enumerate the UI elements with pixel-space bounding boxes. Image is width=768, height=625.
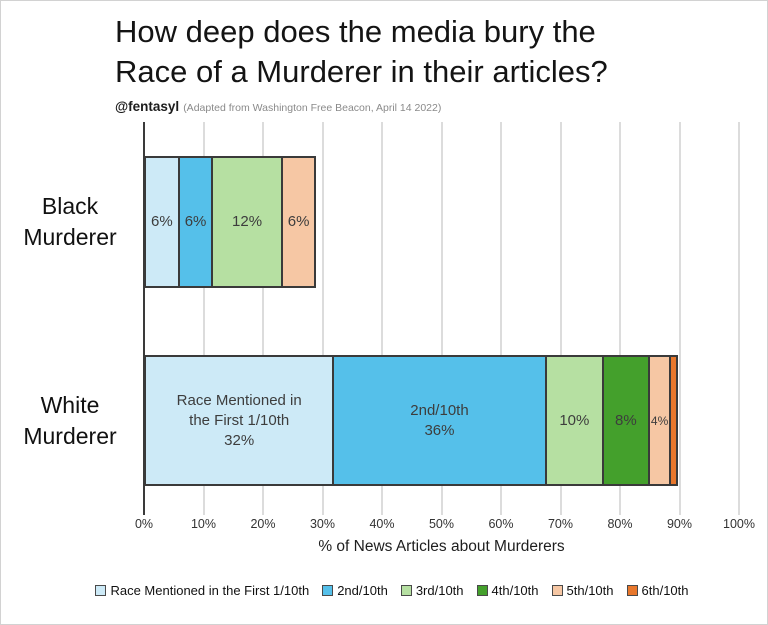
x-axis-title: % of News Articles about Murderers xyxy=(318,538,565,555)
legend-label: 3rd/10th xyxy=(415,583,464,598)
gridline xyxy=(262,122,264,515)
gridline xyxy=(738,122,740,515)
bar-black-murderer: 6% 6% 12% 6% xyxy=(144,156,317,288)
legend-swatch-icon xyxy=(95,585,107,596)
legend-label: 5th/10th xyxy=(566,583,614,598)
bar-segment: 6% xyxy=(280,156,317,288)
category-label: White Murderer xyxy=(6,390,134,452)
segment-label-line: 12% xyxy=(232,213,263,230)
legend-item: 4th/10th xyxy=(476,583,539,598)
legend-swatch-icon xyxy=(551,585,563,596)
category-label-line: Murderer xyxy=(23,224,117,250)
x-tick-label: 60% xyxy=(488,517,514,531)
segment-label-line: 6% xyxy=(287,213,310,230)
bar-segment: 8% xyxy=(602,355,650,486)
segment-label-line: 2nd/10th xyxy=(410,401,469,419)
x-tick-label: 90% xyxy=(666,517,693,531)
gridline xyxy=(321,122,324,515)
x-tick-label: 40% xyxy=(369,517,395,531)
legend-item: 3rd/10th xyxy=(400,583,464,598)
segment-label-line: Race Mentioned in xyxy=(176,391,302,409)
legend-label: 6th/10th xyxy=(641,583,689,598)
bar-white-murderer: Race Mentioned in the First 1/10th 32% 2nd/… xyxy=(144,355,679,486)
x-tick-label: 100% xyxy=(723,517,755,531)
bar-segment: Race Mentioned in the First 1/10th 32% xyxy=(144,355,335,486)
legend-swatch-icon xyxy=(626,585,638,596)
category-label: Black Murderer xyxy=(6,191,134,253)
segment-label-line: 8% xyxy=(615,411,637,429)
chart-subtitle: @fentasyl (Adapted from Washington Free B… xyxy=(115,98,441,116)
x-tick-label: 50% xyxy=(428,517,455,531)
plot-area: 6% 6% 12% 6% Race Mentioned in the First 1/10… xyxy=(143,122,740,515)
category-label-line: Murderer xyxy=(23,422,117,449)
byline: @fentasyl xyxy=(115,99,180,114)
legend-label: Race Mentioned in the First 1/10th xyxy=(110,583,310,598)
gridline xyxy=(559,122,562,515)
x-tick-label: 20% xyxy=(250,517,276,531)
source-note: (Adapted from Washington Free Beacon, Ap… xyxy=(183,102,442,114)
bar-segment: 4% xyxy=(647,355,672,486)
chart-title-line1: How deep does the media bury the xyxy=(115,14,596,49)
legend: Race Mentioned in the First 1/10th 2nd/10… xyxy=(8,583,768,598)
legend-swatch-icon xyxy=(476,585,488,596)
gridline xyxy=(381,122,383,515)
chart-title-line2: Race of a Murderer in their articles? xyxy=(115,54,608,89)
bar-segment: 10% xyxy=(544,355,605,486)
segment-label-line: 4% xyxy=(650,413,669,428)
gridline xyxy=(500,122,502,515)
segment-label-line: 32% xyxy=(224,431,255,449)
x-tick-label: 80% xyxy=(607,517,633,531)
gridline xyxy=(202,122,205,515)
segment-label-line: 6% xyxy=(151,213,173,230)
legend-label: 2nd/10th xyxy=(337,583,388,598)
x-tick-label: 30% xyxy=(309,517,336,531)
bar-segment: 2nd/10th 36% xyxy=(332,355,547,486)
segment-label-line: 6% xyxy=(184,213,207,230)
y-axis-line xyxy=(143,122,145,515)
bar-segment: 6% xyxy=(144,156,180,288)
legend-label: 4th/10th xyxy=(491,583,539,598)
bar-segment: 12% xyxy=(211,156,283,288)
legend-item: 2nd/10th xyxy=(322,583,388,598)
gridline xyxy=(440,122,443,515)
bar-segment xyxy=(669,355,679,486)
chart-title: How deep does the media bury the Race of… xyxy=(115,12,608,92)
legend-swatch-icon xyxy=(400,585,412,596)
segment-label-line: the First 1/10th xyxy=(189,411,290,429)
legend-item: 6th/10th xyxy=(626,583,689,598)
legend-item: Race Mentioned in the First 1/10th xyxy=(95,583,309,598)
x-tick-label: 0% xyxy=(134,517,154,531)
legend-swatch-icon xyxy=(322,585,334,596)
x-tick-label: 70% xyxy=(547,517,574,531)
bar-segment: 6% xyxy=(177,156,214,288)
legend-item: 5th/10th xyxy=(551,583,614,598)
gridline xyxy=(619,122,621,515)
segment-label-line: 10% xyxy=(559,411,590,429)
category-label-line: Black xyxy=(41,193,99,219)
x-tick-label: 10% xyxy=(190,517,217,531)
gridline xyxy=(678,122,681,515)
category-label-line: White xyxy=(40,391,100,418)
segment-label-line: 36% xyxy=(424,421,455,439)
